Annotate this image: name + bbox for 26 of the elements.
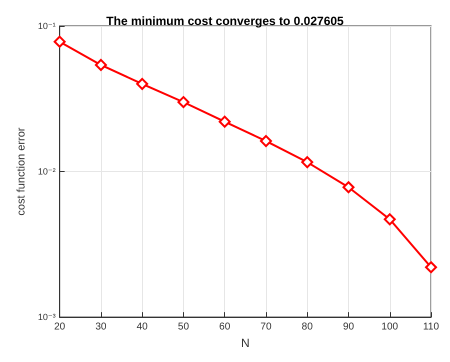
point	[425, 261, 438, 274]
x-tick-label: 70	[260, 322, 272, 333]
x-tick-label: 40	[136, 322, 148, 333]
chart-title: The minimum cost converges to 0.027605	[106, 14, 344, 28]
x-tick-label: 80	[302, 322, 314, 333]
y-axis-title: cost function error	[16, 127, 28, 216]
x-axis-title: N	[241, 336, 250, 350]
x-tick-label: 30	[95, 322, 107, 333]
y-tick-label: 10⁻³	[38, 312, 56, 322]
x-tick-label: 100	[381, 322, 399, 333]
point	[94, 58, 107, 71]
point	[54, 36, 66, 48]
point	[384, 213, 396, 226]
point	[136, 78, 148, 90]
x-tick-label: 110	[423, 322, 440, 333]
x-tick-label: 90	[342, 322, 354, 333]
y-tick-label: 10⁻²	[38, 166, 56, 177]
y-tick-label: 10⁻¹	[38, 21, 56, 31]
point	[301, 156, 314, 168]
x-tick-label: 60	[219, 322, 231, 333]
x-tick-label: 50	[178, 322, 190, 333]
point	[218, 116, 231, 128]
point	[260, 135, 272, 148]
point	[177, 96, 190, 108]
point	[342, 181, 354, 194]
x-tick-label: 20	[54, 322, 66, 333]
